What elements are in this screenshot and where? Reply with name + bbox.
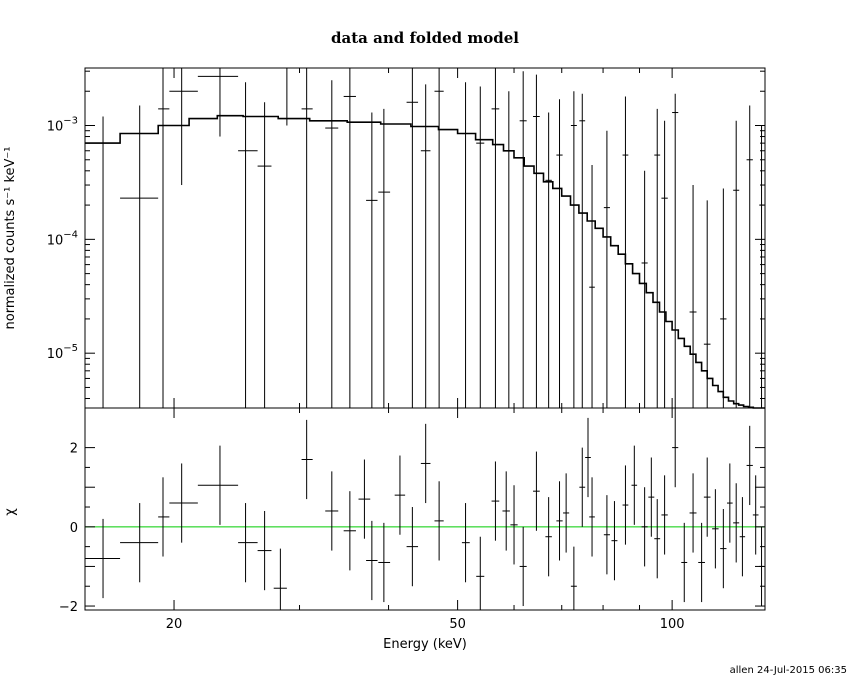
residual-x-axis: 20 50 100 [166, 408, 685, 632]
spectrum-data-points [85, 67, 764, 408]
y-tick-label: 10−3 [47, 116, 78, 135]
residual-panel: 20−2 20 50 100 χ Energy (keV) [3, 407, 766, 652]
x-tick-label: 50 [449, 617, 466, 632]
timestamp-footer: allen 24-Jul-2015 06:35 [730, 665, 847, 676]
spectrum-x-ticks [173, 68, 673, 408]
residual-frame [84, 407, 766, 611]
chart-title: data and folded model [331, 29, 519, 47]
y-tick-label: 10−5 [47, 343, 78, 362]
y-tick-label: 0 [70, 521, 78, 536]
x-tick-label: 20 [166, 617, 183, 632]
folded-model-line [85, 114, 765, 409]
spectrum-frame [84, 67, 766, 409]
y-tick-label: −2 [59, 600, 78, 615]
y-tick-label: 10−4 [47, 229, 78, 248]
residual-y-label: χ [3, 508, 18, 516]
spectrum-panel: 10−3 10−4 10−5 normalized counts s⁻¹ keV⁻¹ [3, 67, 766, 409]
residual-data-points [85, 408, 764, 610]
y-tick-label: 2 [70, 442, 78, 457]
x-tick-label: 100 [660, 617, 685, 632]
x-axis-label: Energy (keV) [383, 637, 467, 652]
spectrum-y-axis: 10−3 10−4 10−5 [47, 70, 765, 399]
residual-y-axis: 2 0 −2 [59, 442, 765, 615]
spectrum-y-label: normalized counts s⁻¹ keV⁻¹ [3, 147, 18, 330]
